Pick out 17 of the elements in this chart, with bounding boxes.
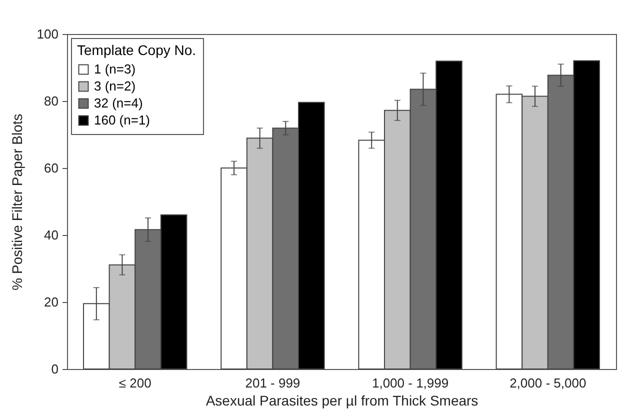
x-tick-label: 2,000 - 5,000 xyxy=(510,376,586,390)
y-tick-label: 80 xyxy=(44,94,58,108)
y-axis-title: % Positive Filter Paper Blots xyxy=(8,114,25,290)
y-tick-label: 40 xyxy=(44,228,58,242)
y-tick-label: 60 xyxy=(44,160,58,176)
x-tick-label: ≤ 200 xyxy=(118,376,152,390)
legend-label: 160 (n=1) xyxy=(94,112,150,128)
y-tick-label: 20 xyxy=(44,294,58,310)
legend-label: 1 (n=3) xyxy=(94,62,136,76)
legend-label: 3 (n=2) xyxy=(94,78,136,94)
x-axis-title: Asexual Parasites per µl from Thick Smears xyxy=(206,392,478,408)
x-tick-label: 1,000 - 1,999 xyxy=(372,376,449,390)
y-tick-label: 0 xyxy=(51,362,58,376)
x-tick-label: 201 - 999 xyxy=(245,376,300,390)
legend-label: 32 (n=4) xyxy=(94,96,143,110)
legend-title: Template Copy No. xyxy=(77,42,196,58)
y-tick-label: 100 xyxy=(36,26,58,42)
